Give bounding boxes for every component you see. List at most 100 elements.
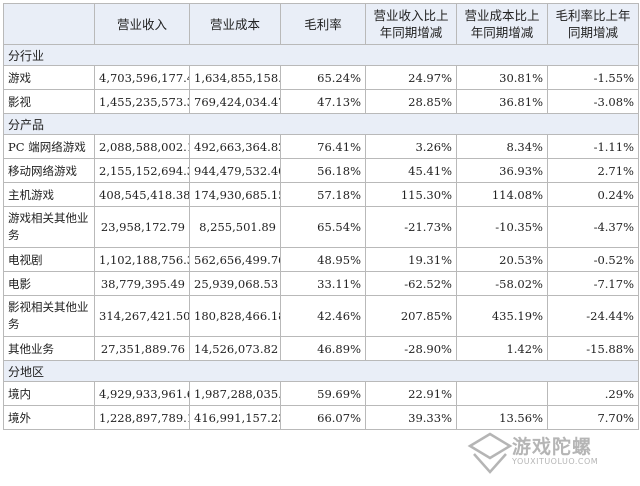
- cost-cell: 492,663,364.82: [189, 134, 281, 159]
- revenue-cell: 408,545,418.38: [94, 182, 190, 207]
- table-row: 游戏相关其他业务 23,958,172.79 8,255,501.89 65.5…: [3, 206, 639, 248]
- header-row: 营业收入 营业成本 毛利率 营业收入比上年同期增减 营业成本比上年同期增减 毛利…: [3, 3, 639, 45]
- cost-cell: 174,930,685.15: [189, 182, 281, 207]
- section-title: 分地区: [3, 360, 639, 382]
- header-cell: 营业成本: [189, 3, 281, 45]
- margin-cell: 65.54%: [280, 206, 366, 248]
- revenue-cell: 2,155,152,694.32: [94, 158, 190, 183]
- financial-table: 营业收入 营业成本 毛利率 营业收入比上年同期增减 营业成本比上年同期增减 毛利…: [3, 3, 639, 430]
- cost-change-cell: 20.53%: [456, 247, 548, 272]
- row-label: 主机游戏: [3, 182, 95, 207]
- revenue-change-cell: -28.90%: [365, 336, 457, 361]
- margin-cell: 46.89%: [280, 336, 366, 361]
- cost-change-cell: 435.19%: [456, 295, 548, 337]
- margin-cell: 65.24%: [280, 65, 366, 90]
- revenue-change-cell: 24.97%: [365, 65, 457, 90]
- table-row: 影视相关其他业务 314,267,421.50 180,828,466.18 4…: [3, 295, 639, 337]
- margin-change-cell: -0.52%: [547, 247, 639, 272]
- margin-change-cell: -24.44%: [547, 295, 639, 337]
- row-label: 影视相关其他业务: [3, 295, 95, 337]
- cost-cell: 944,479,532.40: [189, 158, 281, 183]
- cost-cell: 8,255,501.89: [189, 206, 281, 248]
- row-label: PC 端网络游戏: [3, 134, 95, 159]
- section-header-region: 分地区: [3, 360, 639, 382]
- section-title: 分行业: [3, 44, 639, 66]
- margin-change-cell: 7.70%: [547, 405, 639, 430]
- cost-change-cell: 36.81%: [456, 89, 548, 114]
- header-cell: 毛利率比上年同期增减: [547, 3, 639, 45]
- row-label: 境外: [3, 405, 95, 430]
- revenue-cell: 314,267,421.50: [94, 295, 190, 337]
- watermark-logo-icon: [467, 432, 513, 474]
- revenue-cell: 2,088,588,002.17: [94, 134, 190, 159]
- revenue-cell: 1,455,235,573.32: [94, 89, 190, 114]
- table-row: 游戏 4,703,596,177.42 1,634,855,158.09 65.…: [3, 65, 639, 90]
- margin-change-cell: -1.55%: [547, 65, 639, 90]
- revenue-cell: 4,929,933,961.63: [94, 381, 190, 406]
- header-cell: 营业收入比上年同期增减: [365, 3, 457, 45]
- cost-change-cell: [456, 381, 548, 406]
- table-row: 电视剧 1,102,188,756.33 562,656,499.76 48.9…: [3, 247, 639, 272]
- section-title: 分产品: [3, 113, 639, 135]
- margin-change-cell: -4.37%: [547, 206, 639, 248]
- revenue-change-cell: 115.30%: [365, 182, 457, 207]
- table-row: 影视 1,455,235,573.32 769,424,034.47 47.13…: [3, 89, 639, 114]
- row-label: 游戏: [3, 65, 95, 90]
- header-cell: 毛利率: [280, 3, 366, 45]
- revenue-change-cell: 207.85%: [365, 295, 457, 337]
- margin-change-cell: 2.71%: [547, 158, 639, 183]
- cost-cell: 1,634,855,158.09: [189, 65, 281, 90]
- revenue-cell: 4,703,596,177.42: [94, 65, 190, 90]
- cost-cell: 416,991,157.23: [189, 405, 281, 430]
- table-row: 电影 38,779,395.49 25,939,068.53 33.11% -6…: [3, 271, 639, 296]
- margin-change-cell: -7.17%: [547, 271, 639, 296]
- revenue-change-cell: 19.31%: [365, 247, 457, 272]
- watermark-brand: 游戏陀螺: [512, 436, 593, 458]
- revenue-cell: 1,228,897,789.11: [94, 405, 190, 430]
- cost-change-cell: 30.81%: [456, 65, 548, 90]
- table-row: 境外 1,228,897,789.11 416,991,157.23 66.07…: [3, 405, 639, 430]
- cost-change-cell: 8.34%: [456, 134, 548, 159]
- margin-cell: 56.18%: [280, 158, 366, 183]
- table-row: 主机游戏 408,545,418.38 174,930,685.15 57.18…: [3, 182, 639, 207]
- revenue-cell: 27,351,889.76: [94, 336, 190, 361]
- margin-cell: 66.07%: [280, 405, 366, 430]
- header-cell: 营业成本比上年同期增减: [456, 3, 548, 45]
- table-row: 移动网络游戏 2,155,152,694.32 944,479,532.40 5…: [3, 158, 639, 183]
- margin-change-cell: -3.08%: [547, 89, 639, 114]
- margin-cell: 76.41%: [280, 134, 366, 159]
- cost-change-cell: 1.42%: [456, 336, 548, 361]
- table-row: PC 端网络游戏 2,088,588,002.17 492,663,364.82…: [3, 134, 639, 159]
- margin-change-cell: 0.24%: [547, 182, 639, 207]
- cost-change-cell: -10.35%: [456, 206, 548, 248]
- revenue-change-cell: 3.26%: [365, 134, 457, 159]
- cost-cell: 14,526,073.82: [189, 336, 281, 361]
- section-header-industry: 分行业: [3, 44, 639, 66]
- row-label: 电影: [3, 271, 95, 296]
- margin-change-cell: .29%: [547, 381, 639, 406]
- margin-cell: 48.95%: [280, 247, 366, 272]
- row-label: 游戏相关其他业务: [3, 206, 95, 248]
- revenue-change-cell: -21.73%: [365, 206, 457, 248]
- cost-change-cell: 36.93%: [456, 158, 548, 183]
- row-label: 影视: [3, 89, 95, 114]
- header-cell: [3, 3, 95, 45]
- margin-cell: 42.46%: [280, 295, 366, 337]
- cost-change-cell: -58.02%: [456, 271, 548, 296]
- cost-cell: 562,656,499.76: [189, 247, 281, 272]
- cost-change-cell: 114.08%: [456, 182, 548, 207]
- cost-cell: 1,987,288,035.33: [189, 381, 281, 406]
- margin-cell: 57.18%: [280, 182, 366, 207]
- margin-cell: 33.11%: [280, 271, 366, 296]
- table-row: 境内 4,929,933,961.63 1,987,288,035.33 59.…: [3, 381, 639, 406]
- revenue-cell: 38,779,395.49: [94, 271, 190, 296]
- header-cell: 营业收入: [94, 3, 190, 45]
- margin-change-cell: -1.11%: [547, 134, 639, 159]
- revenue-change-cell: 39.33%: [365, 405, 457, 430]
- row-label: 境内: [3, 381, 95, 406]
- revenue-change-cell: 28.85%: [365, 89, 457, 114]
- margin-cell: 47.13%: [280, 89, 366, 114]
- row-label: 移动网络游戏: [3, 158, 95, 183]
- revenue-change-cell: -62.52%: [365, 271, 457, 296]
- watermark-url: YOUXITUOLUO.COM: [512, 457, 599, 466]
